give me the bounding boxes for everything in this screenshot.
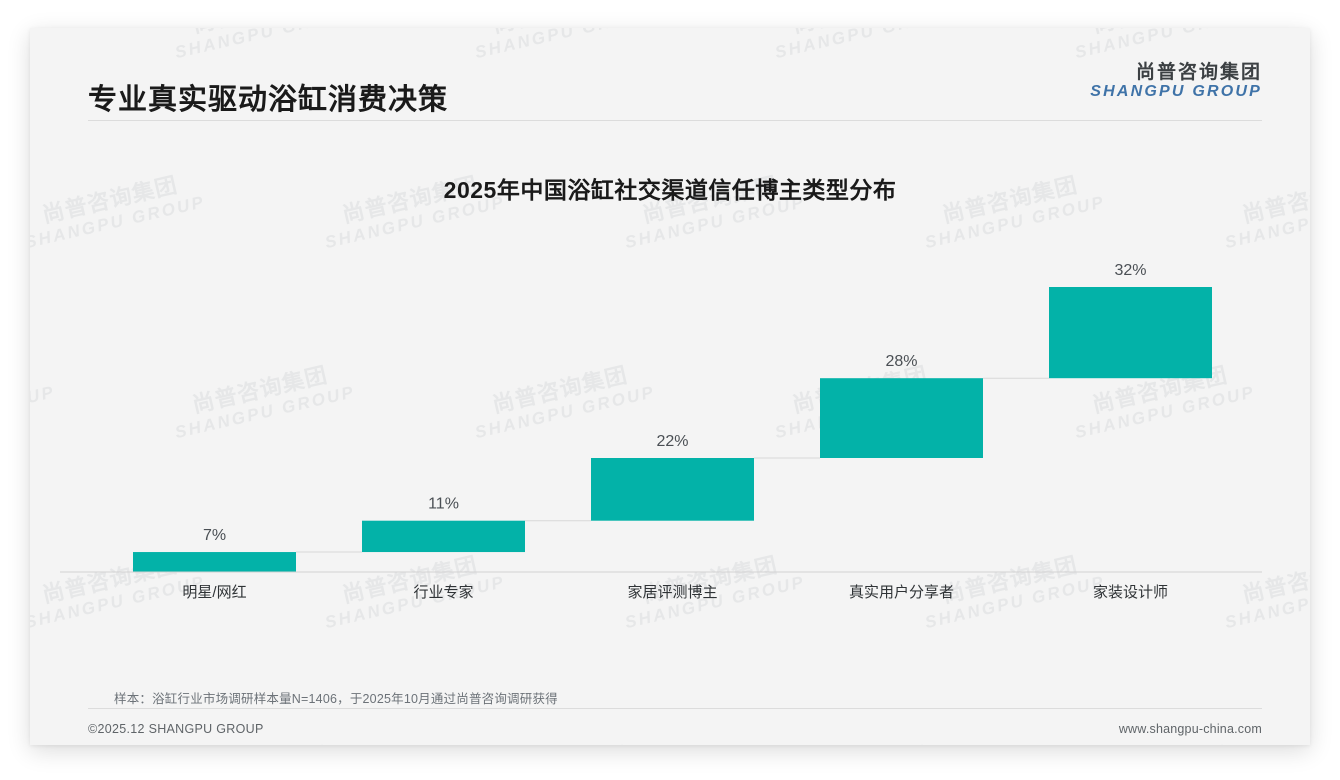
bar-5[interactable] (1049, 287, 1212, 379)
chart-title: 2025年中国浴缸社交渠道信任博主类型分布 (443, 177, 897, 203)
category-label-1: 明星/网红 (182, 584, 246, 601)
waterfall-chart: 7% 11% 22% 28% 32% 明星/网红 行业专家 家居评测博主 真实用户分享者 家装设… (30, 28, 1310, 745)
category-label-3: 家居评测博主 (627, 584, 717, 601)
brand-logo: 尚普咨询集团 SHANGPU GROUP (1090, 62, 1262, 101)
bar-1[interactable] (133, 552, 296, 572)
x-axis-category-labels: 明星/网红 行业专家 家居评测博主 真实用户分享者 家装设计师 (182, 583, 1168, 601)
bar-4[interactable] (820, 378, 983, 458)
category-label-4: 真实用户分享者 (849, 583, 954, 601)
copyright-text: ©2025.12 SHANGPU GROUP (88, 722, 264, 736)
footer-divider (88, 708, 1262, 709)
category-label-5: 家装设计师 (1093, 584, 1168, 601)
sample-footnote: 样本：浴缸行业市场调研样本量N=1406，于2025年10月通过尚普咨询调研获得 (114, 692, 558, 706)
logo-chinese-text: 尚普咨询集团 (1135, 62, 1262, 83)
slide-footer: ©2025.12 SHANGPU GROUP www.shangpu-china… (30, 718, 1310, 745)
category-label-2: 行业专家 (413, 584, 473, 601)
waterfall-bars (133, 287, 1212, 572)
value-label-1: 7% (203, 527, 226, 544)
bar-value-labels: 7% 11% 22% 28% 32% (203, 262, 1147, 544)
website-link[interactable]: www.shangpu-china.com (1118, 722, 1262, 736)
waterfall-connectors (296, 377, 1049, 553)
page-title: 专业真实驱动浴缸消费决策 (88, 84, 449, 116)
bar-2[interactable] (362, 520, 525, 553)
value-label-2: 11% (428, 496, 459, 513)
header-divider (88, 120, 1262, 121)
value-label-4: 28% (885, 353, 917, 370)
bar-3[interactable] (591, 458, 754, 521)
value-label-3: 22% (656, 433, 688, 450)
value-label-5: 32% (1114, 262, 1146, 279)
slide-header: 专业真实驱动浴缸消费决策 尚普咨询集团 SHANGPU GROUP (30, 28, 1310, 120)
logo-english-text: SHANGPU GROUP (1090, 83, 1262, 101)
